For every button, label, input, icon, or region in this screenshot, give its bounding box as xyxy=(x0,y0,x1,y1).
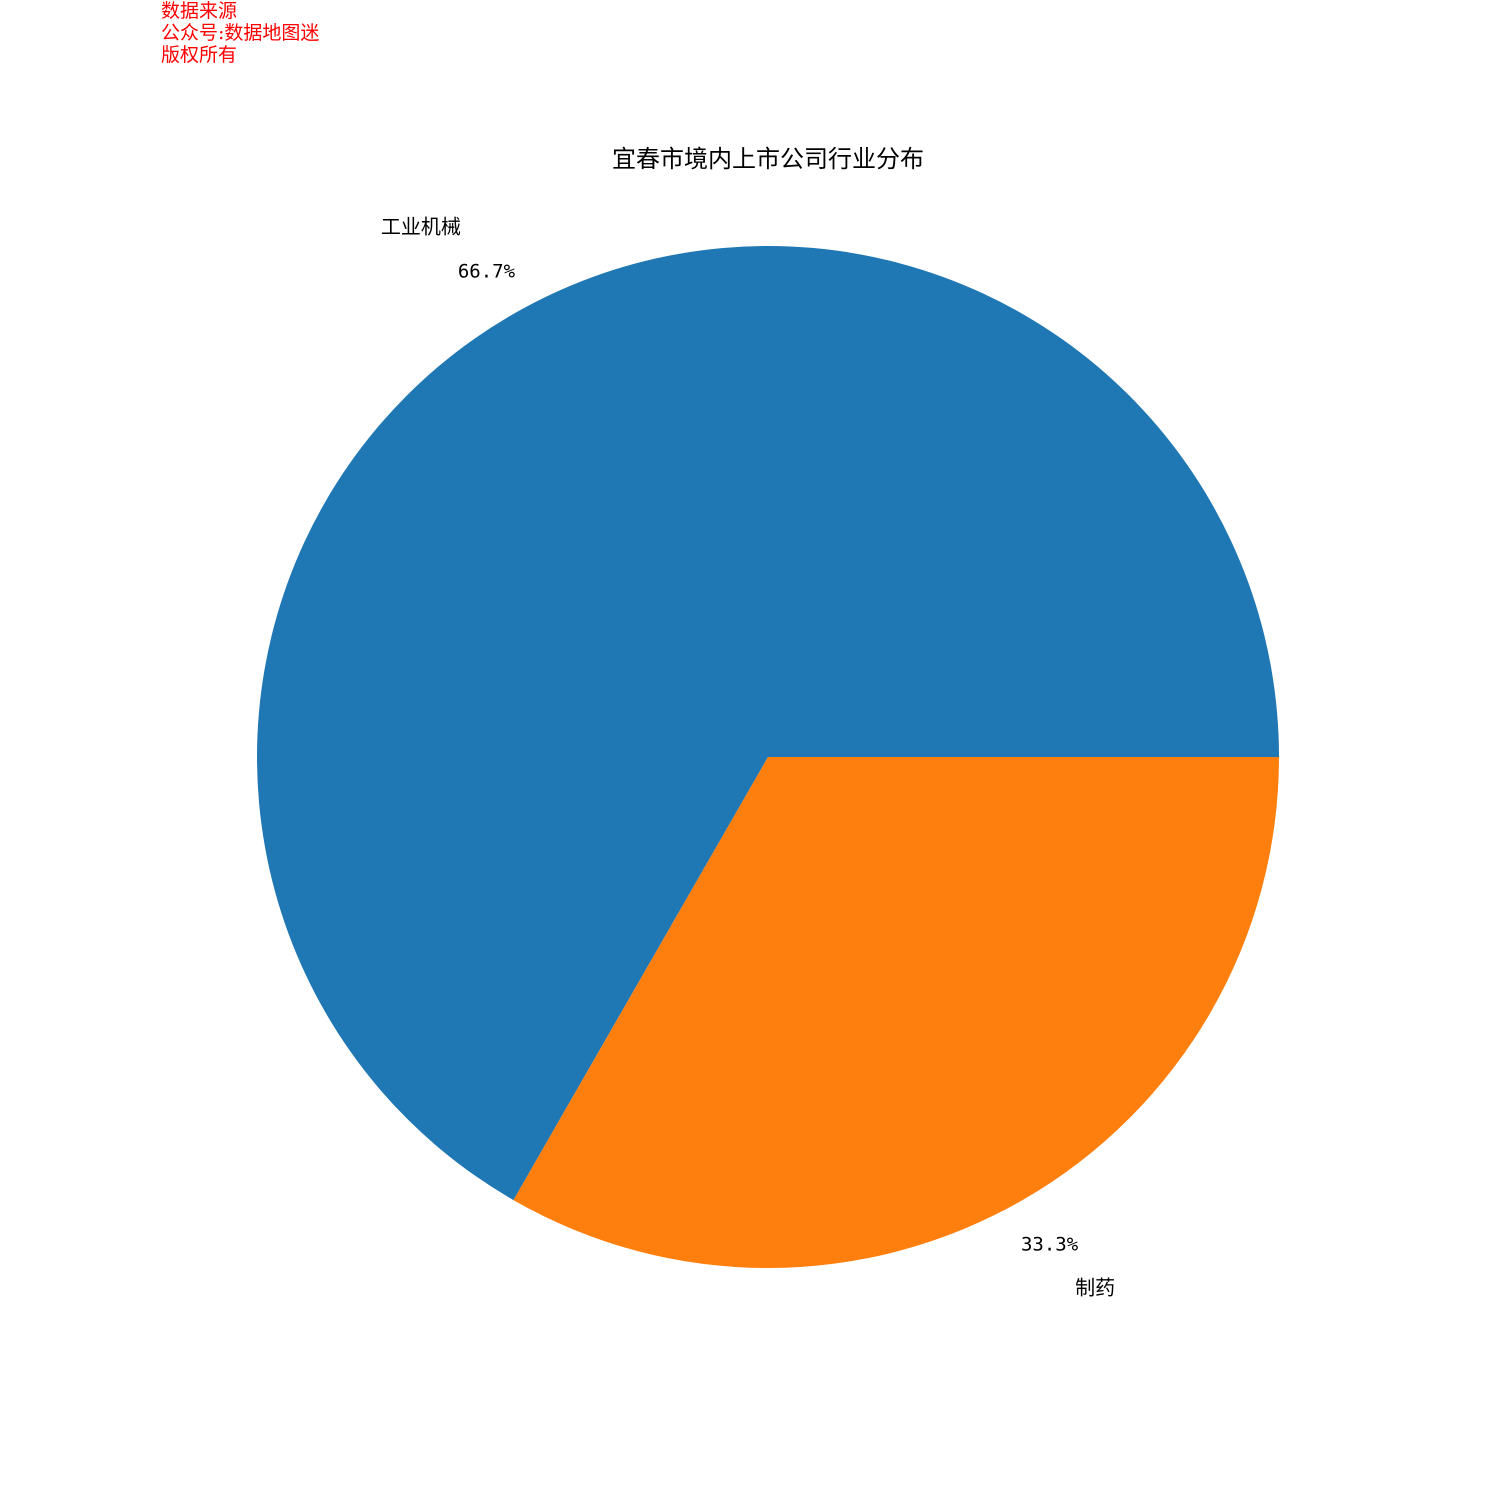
category-label-2: 制药 xyxy=(1075,1276,1115,1300)
percent-label-2: 33.3% xyxy=(1021,1233,1079,1255)
category-label-1: 工业机械 xyxy=(381,214,461,238)
pie-slices xyxy=(257,246,1279,1268)
watermark-line-source: 数据来源 xyxy=(161,0,238,22)
pie-slice-2 xyxy=(513,757,1279,1268)
pie-labels: 66.7% 工业机械 33.3% 制药 xyxy=(381,214,1115,1299)
chart-title: 宜春市境内上市公司行业分布 xyxy=(612,145,924,173)
watermark-line-copyright: 版权所有 xyxy=(161,44,238,66)
pie-slice-1 xyxy=(257,246,1279,1201)
watermark: 数据来源 公众号:数据地图迷 版权所有 xyxy=(161,0,319,66)
percent-label-1: 66.7% xyxy=(458,261,516,283)
watermark-line-account: 公众号:数据地图迷 xyxy=(161,22,320,44)
